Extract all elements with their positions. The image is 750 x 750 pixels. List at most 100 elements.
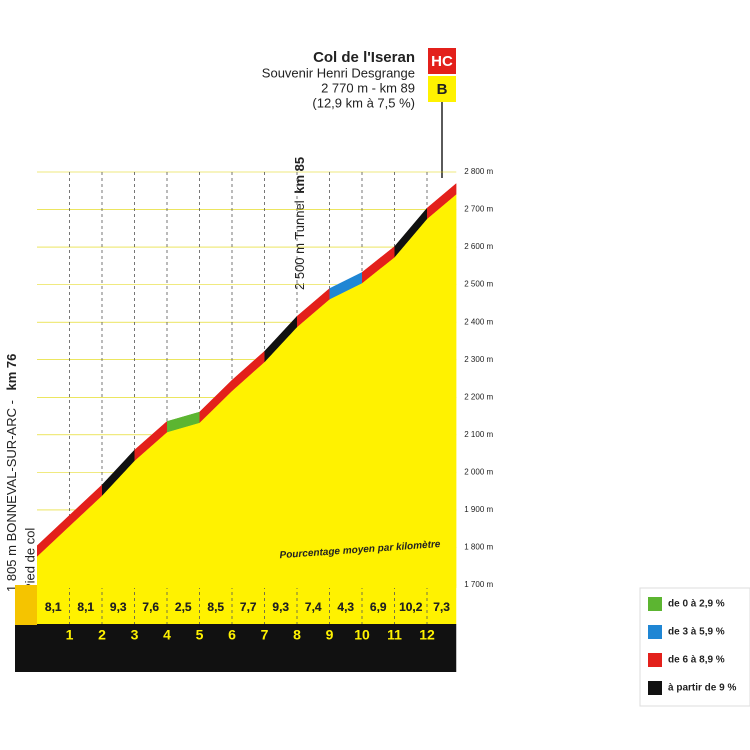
gradient-segment	[297, 288, 330, 328]
gradient-segment	[102, 449, 135, 496]
y-tick-label: 2 800 m	[464, 167, 493, 176]
gradient-segment	[232, 351, 265, 392]
gradient-label: 8,5	[207, 600, 224, 614]
gradient-label: 7,6	[142, 600, 159, 614]
legend-label: à partir de 9 %	[668, 683, 736, 694]
x-tick-label: 5	[196, 627, 204, 643]
gradient-label: 4,3	[337, 600, 354, 614]
gradient-segment	[167, 411, 200, 433]
gradient-label: 7,3	[433, 600, 450, 614]
gradient-label: 6,9	[370, 600, 387, 614]
gradient-label: 6,9	[370, 600, 387, 614]
profile-fill	[37, 526, 70, 588]
plot: 8,1 8,1 9,3 7,6 2,5 8,5 7,7 9,3 7,4 4,3 6,9 10,2 7,3…	[15, 167, 493, 672]
x-tick-label: 1	[66, 627, 74, 643]
tunnel-label: 2 500 m Tunnel km 85	[292, 157, 307, 290]
gradient-segment	[199, 380, 232, 423]
x-tick-label: 7	[261, 627, 269, 643]
y-tick-label: 2 100 m	[464, 430, 493, 439]
gradient-segment	[264, 316, 297, 363]
profile-fill	[394, 219, 427, 588]
base-yellow	[15, 588, 457, 624]
profile-fill	[134, 432, 167, 588]
y-tick-label: 2 000 m	[464, 467, 493, 476]
badge-hc: HC	[431, 53, 453, 70]
y-tick-label: 2 500 m	[464, 280, 493, 289]
gradient-label: 8,5	[207, 600, 224, 614]
profile-fill	[329, 283, 362, 588]
profile-fill	[232, 362, 265, 588]
x-tick-label: 11	[387, 627, 402, 643]
y-tick-label: 2 400 m	[464, 317, 493, 326]
profile-fill	[427, 194, 457, 588]
gradient-label: 7,4	[305, 600, 322, 614]
profile-fill	[264, 327, 297, 588]
x-tick-label: 12	[419, 627, 435, 643]
gradient-label: 7,4	[305, 600, 322, 614]
legend-swatch	[648, 597, 662, 611]
y-tick-label: 2 200 m	[464, 392, 493, 401]
x-tick-label: 9	[326, 627, 334, 643]
gradient-label: 8,1	[77, 600, 94, 614]
profile-fill	[102, 460, 135, 588]
subtitle: Souvenir Henri Desgrange	[262, 65, 415, 80]
gradient-label: 2,5	[175, 600, 192, 614]
tunnel-altitude: 2 500 m Tunnel	[292, 197, 307, 290]
gradient-segment	[427, 183, 457, 220]
gradient-label: 9,3	[272, 600, 289, 614]
gradient-label: 10,2	[399, 600, 423, 614]
gradient-label: 8,1	[77, 600, 94, 614]
gradient-label: 8,1	[45, 600, 62, 614]
legend-swatch	[648, 653, 662, 667]
summit-detail: (12,9 km à 7,5 %)	[312, 95, 415, 110]
y-tick-label: 2 300 m	[464, 355, 493, 364]
gradient-label: 2,5	[175, 600, 192, 614]
gradient-segment	[134, 421, 167, 461]
start-label: 1 805 m BONNEVAL-SUR-ARC - km 76	[4, 354, 19, 592]
gradient-segment	[329, 272, 362, 300]
base-black	[15, 624, 457, 672]
base-yellow-left	[15, 585, 37, 625]
gradient-segment	[394, 208, 427, 258]
x-tick-label: 2	[98, 627, 106, 643]
profile-fill	[199, 391, 232, 588]
legend-label: de 6 à 8,9 %	[668, 655, 725, 666]
x-tick-label: 10	[354, 627, 370, 643]
summit-info: 2 770 m - km 89	[321, 80, 415, 95]
y-tick-label: 1 700 m	[464, 580, 493, 589]
badge-b: B	[437, 81, 448, 98]
legend-label: de 3 à 5,9 %	[668, 627, 725, 638]
tunnel-km: km 85	[292, 157, 307, 194]
gradient-label: 9,3	[110, 600, 127, 614]
gradient-label: 7,6	[142, 600, 159, 614]
start-sub: Pied de col	[22, 528, 37, 592]
x-tick-label: 8	[293, 627, 301, 643]
start-km: km 76	[4, 354, 19, 391]
gradient-label: 9,3	[272, 600, 289, 614]
profile-fill	[69, 495, 102, 588]
gradient-label: 9,3	[110, 600, 127, 614]
gradient-label: 4,3	[337, 600, 354, 614]
legend-swatch	[648, 681, 662, 695]
gradient-label: 7,7	[240, 600, 257, 614]
x-tick-label: 4	[163, 627, 171, 643]
start-altitude: 1 805 m BONNEVAL-SUR-ARC -	[4, 396, 19, 592]
y-tick-label: 1 800 m	[464, 543, 493, 552]
profile-fill	[362, 257, 395, 588]
gradient-label: 7,3	[433, 600, 450, 614]
title: Col de l'Iseran	[313, 49, 415, 66]
gradient-segment	[37, 515, 70, 557]
gradient-segment	[362, 246, 395, 284]
legend-swatch	[648, 625, 662, 639]
x-tick-label: 6	[228, 627, 236, 643]
gradient-segment	[69, 484, 102, 527]
profile-fill	[297, 299, 330, 588]
profile-fill	[167, 422, 200, 588]
badge-b-box	[428, 76, 456, 102]
y-tick-label: 2 600 m	[464, 242, 493, 251]
y-tick-label: 2 700 m	[464, 205, 493, 214]
gradient-label: 7,7	[240, 600, 257, 614]
y-tick-label: 1 900 m	[464, 505, 493, 514]
badge-hc-box	[428, 48, 456, 74]
